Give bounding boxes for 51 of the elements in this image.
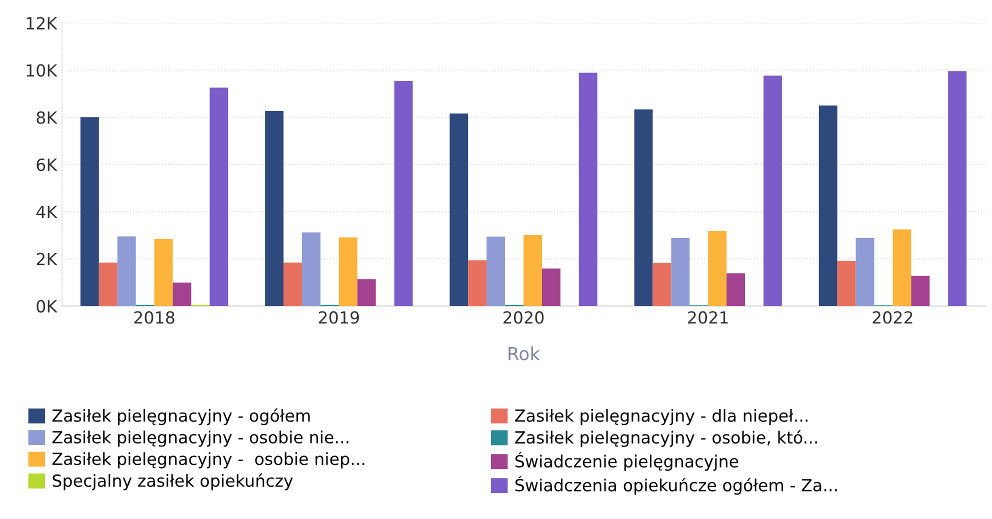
legend-label: Świadczenia opiekuńcze ogółem - Za... (515, 476, 837, 495)
bar (154, 239, 173, 306)
bar (763, 76, 782, 306)
legend-label: Zasiłek pielęgnacyjny - osobie, któ... (515, 430, 817, 447)
x-tick-label: 2022 (872, 311, 912, 324)
y-tick-label: 2K (36, 252, 58, 266)
bar (172, 282, 192, 306)
legend-label: Zasiłek pielęgnacyjny - dla niepeł... (515, 409, 808, 426)
bar (948, 71, 967, 306)
y-tick-label: 10K (26, 64, 58, 77)
bar (450, 114, 468, 306)
bar (486, 236, 506, 306)
x-tick-label: 2018 (134, 311, 174, 324)
bar (634, 109, 653, 306)
y-tick-label: 12K (26, 16, 58, 30)
bar (837, 260, 856, 306)
bar (468, 260, 487, 306)
bar (892, 229, 912, 306)
y-tick-label: 0K (36, 300, 58, 313)
bar (80, 117, 99, 306)
legend-label: Specjalny zasiłek opiekuńczy (52, 473, 293, 490)
bar (210, 88, 228, 306)
bar (284, 262, 302, 306)
bar (394, 81, 413, 306)
bar (726, 273, 746, 306)
bar (578, 72, 598, 306)
bar (708, 231, 727, 306)
bar (117, 236, 136, 306)
bar (98, 262, 118, 306)
bar (652, 262, 672, 306)
x-tick-label: 2020 (504, 311, 544, 324)
bar (338, 237, 358, 306)
bar (856, 238, 874, 306)
legend-label: Zasiłek pielęgnacyjny - osobie nie... (52, 430, 348, 447)
bar (911, 276, 930, 306)
y-tick-label: 8K (36, 111, 58, 124)
bar (542, 268, 560, 306)
x-tick-label: 2021 (688, 311, 728, 324)
y-tick-label: 4K (36, 206, 58, 218)
bar (524, 235, 542, 306)
bar (357, 279, 376, 306)
bar (671, 238, 690, 306)
x-axis-title: Rok (508, 346, 540, 360)
bar (818, 106, 838, 306)
y-tick-label: 6K (36, 158, 58, 172)
x-tick-label: 2019 (318, 311, 359, 324)
bar (265, 110, 284, 306)
legend-label: Świadczenie pielęgnacyjne (515, 452, 738, 471)
bar (302, 232, 320, 306)
legend-label: Zasiłek pielęgnacyjny - osobie niep... (52, 452, 364, 468)
legend-label: Zasiłek pielęgnacyjny - ogółem (52, 408, 310, 426)
